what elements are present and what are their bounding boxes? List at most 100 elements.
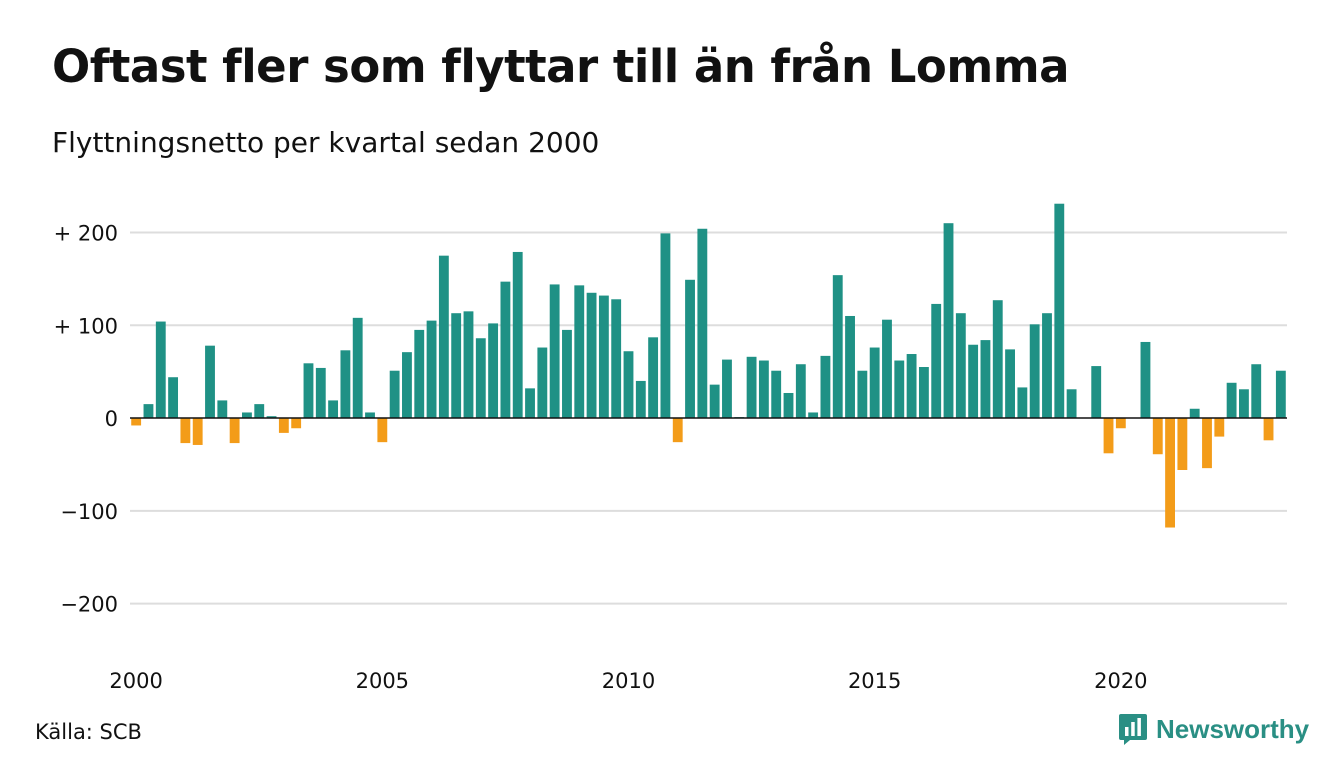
bar-2016K1	[918, 367, 929, 419]
bar-2000K4	[168, 377, 179, 419]
bar-2016K3	[943, 223, 954, 419]
bar-2000K3	[155, 321, 166, 419]
bar-2006K4	[463, 311, 474, 419]
bar-2004K3	[352, 317, 363, 419]
bar-2012K4	[758, 360, 769, 419]
bar-2003K4	[315, 367, 326, 419]
bar-2007K3	[500, 281, 511, 419]
bar-2007K4	[512, 251, 523, 419]
bar-2010K1	[623, 351, 634, 419]
bar-2013K4	[808, 412, 819, 419]
brand-name: Newsworthy	[1156, 713, 1310, 744]
bar-2018K3	[1042, 313, 1052, 419]
bar-2021K3	[1189, 408, 1200, 419]
bar-2009K4	[611, 299, 622, 419]
y-tick-label: 0	[105, 407, 118, 431]
bar-2018K1	[1017, 387, 1028, 419]
bar-2015K4	[906, 354, 917, 419]
newsworthy-logo-icon	[1119, 714, 1147, 745]
bar-2006K3	[451, 313, 462, 419]
bar-2001K4	[217, 400, 228, 419]
bar-2009K2	[586, 292, 597, 419]
bar-2003K3	[303, 363, 314, 419]
bar-2010K2	[635, 380, 646, 419]
bar-2014K3	[845, 315, 855, 419]
y-tick-label: −100	[60, 500, 118, 524]
bar-2023K1	[1263, 418, 1274, 441]
bar-2009K1	[574, 285, 585, 419]
brand-logo: Newsworthy	[1118, 712, 1309, 746]
bar-2001K2	[192, 418, 203, 445]
bar-2002K1	[229, 418, 240, 444]
chart-subtitle: Flyttningsnetto per kvartal sedan 2000	[52, 126, 600, 159]
bar-2004K4	[365, 412, 375, 419]
bar-2022K1	[1214, 418, 1225, 437]
bar-2007K1	[475, 338, 486, 419]
bar-2010K4	[660, 233, 671, 419]
bar-2006K2	[438, 255, 449, 419]
bar-2020K1	[1115, 418, 1126, 429]
source-note: Källa: SCB	[35, 720, 142, 744]
bar-2015K2	[882, 319, 892, 419]
bar-2000K2	[143, 404, 154, 419]
bar-2003K1	[278, 418, 289, 433]
bar-2005K4	[414, 329, 425, 419]
bar-2002K4	[266, 416, 277, 419]
bar-2017K2	[980, 340, 991, 419]
bar-2001K3	[205, 345, 215, 419]
bar-2012K3	[746, 356, 757, 419]
bar-2013K3	[795, 364, 806, 419]
bars	[131, 203, 1286, 528]
bar-2008K4	[562, 329, 572, 419]
bar-2011K4	[709, 384, 720, 419]
bar-2001K1	[180, 418, 191, 444]
x-tick-label: 2020	[1094, 669, 1147, 693]
bar-2007K2	[488, 323, 499, 419]
bar-2019K1	[1066, 389, 1077, 419]
bar-2005K3	[402, 352, 412, 419]
bar-2022K2	[1226, 382, 1237, 419]
y-tick-label: + 100	[54, 314, 118, 338]
bar-2005K1	[377, 418, 388, 443]
bar-2016K2	[931, 303, 942, 419]
bar-2003K2	[291, 418, 302, 429]
bar-2014K2	[832, 275, 843, 419]
bar-2004K2	[340, 350, 351, 419]
bar-2015K3	[894, 360, 905, 419]
bar-2008K1	[525, 388, 535, 419]
bar-2011K1	[672, 418, 683, 443]
bar-2021K2	[1177, 418, 1188, 470]
x-tick-label: 2010	[602, 669, 655, 693]
bar-2011K3	[697, 228, 708, 419]
bar-2017K1	[968, 344, 979, 419]
x-tick-label: 2005	[356, 669, 409, 693]
bar-2021K1	[1165, 418, 1175, 528]
gridlines	[130, 231, 1287, 605]
x-tick-label: 2015	[848, 669, 901, 693]
bar-2005K2	[389, 370, 400, 419]
bar-2015K1	[869, 347, 880, 419]
bar-2022K4	[1251, 364, 1262, 419]
bar-2016K4	[955, 313, 966, 419]
bar-2014K4	[857, 370, 868, 419]
bar-2019K3	[1091, 366, 1102, 419]
bar-2017K3	[992, 300, 1003, 419]
bar-2022K3	[1239, 389, 1249, 419]
axes: + 200 + 100 0 −100 −200 2000 2005 2010 2015 2020	[54, 221, 1287, 693]
bar-2017K4	[1005, 349, 1015, 419]
bar-2006K1	[426, 320, 437, 419]
bar-2002K2	[242, 412, 252, 419]
bar-2013K1	[771, 370, 782, 419]
bar-2012K1	[722, 359, 732, 419]
y-tick-label: + 200	[54, 221, 118, 245]
bar-2020K4	[1152, 418, 1163, 455]
bar-2013K2	[783, 392, 794, 419]
bar-2018K4	[1054, 203, 1065, 419]
bar-2021K4	[1202, 418, 1212, 469]
bar-2000K1	[131, 418, 142, 426]
bar-2008K3	[549, 284, 560, 419]
bar-2011K2	[685, 279, 695, 419]
bar-2014K1	[820, 355, 831, 419]
bar-2004K1	[328, 400, 339, 419]
